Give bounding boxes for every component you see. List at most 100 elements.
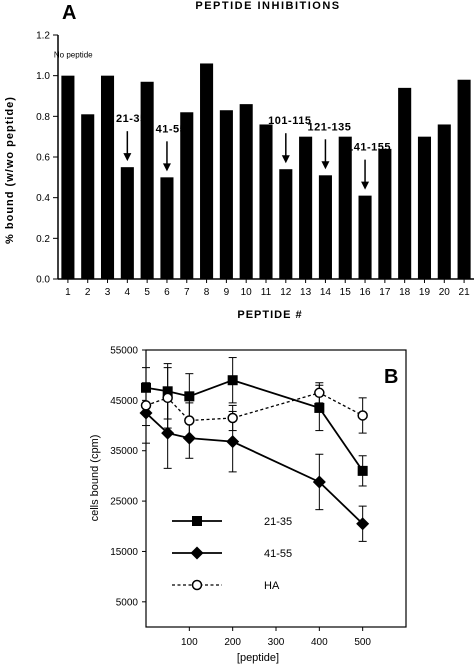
a-y-tick-label: 0.2 [36, 234, 50, 245]
a-bar [100, 75, 115, 280]
b-point [226, 435, 240, 449]
panel-b-legend: 21-35 41-55 HA [172, 516, 292, 592]
a-y-tick-label: 1.0 [36, 71, 50, 82]
a-x-tick-label: 14 [320, 287, 332, 298]
a-bar [219, 110, 233, 279]
a-x-tick-label: 7 [184, 287, 190, 298]
a-bar [279, 169, 293, 279]
a-x-tick-label: 3 [105, 287, 111, 298]
a-x-tick-label: 13 [300, 287, 312, 298]
b-series-0 [141, 357, 368, 487]
b-legend-label: 21-35 [264, 516, 292, 528]
panel-b-axes: 5000 15000 25000 35000 45000 55000 100 200 300 40… [110, 346, 407, 648]
panel-b: B 5000 15000 25000 35000 45000 55000 100 200 300… [89, 346, 407, 664]
panel-a-bars [61, 63, 471, 280]
b-x-tick-label: 100 [181, 637, 198, 648]
a-bar [120, 167, 134, 279]
a-bar [437, 124, 451, 279]
a-annotation-arrow-head [321, 161, 330, 170]
b-point [357, 465, 368, 476]
b-series-1 [139, 382, 370, 542]
a-annotation-label: 21-35 [116, 113, 147, 125]
a-bar [457, 79, 471, 279]
a-x-tick-label: 10 [241, 287, 253, 298]
b-point [357, 410, 368, 421]
b-legend-marker [191, 579, 203, 591]
a-bar [239, 104, 253, 279]
panel-a-x-axis-label: PEPTIDE # [237, 309, 302, 321]
b-series-line [145, 379, 364, 472]
b-point [227, 375, 238, 386]
b-x-tick-label: 500 [354, 637, 371, 648]
a-x-tick-label: 2 [85, 287, 91, 298]
a-y-tick-label: 1.2 [36, 31, 50, 42]
b-y-tick-label: 25000 [110, 497, 138, 508]
a-bar [358, 195, 372, 279]
panel-a-title: PEPTIDE INHIBITIONS [195, 0, 340, 12]
a-x-tick-label: 15 [340, 287, 352, 298]
a-x-tick-label: 9 [224, 287, 230, 298]
b-y-tick-label: 5000 [116, 597, 139, 608]
a-annotation-arrow-head [123, 153, 132, 162]
a-x-tick-label: 16 [359, 287, 371, 298]
a-x-tick-label: 17 [379, 287, 391, 298]
a-bar [259, 124, 273, 279]
b-point [162, 392, 173, 404]
panel-b-letter: B [384, 366, 398, 388]
b-legend-label: 41-55 [264, 548, 292, 560]
a-bar [318, 175, 332, 279]
a-y-tick-label: 0.6 [36, 153, 50, 164]
b-point [140, 400, 152, 411]
b-point [356, 517, 370, 531]
a-annotation-arrow-head [281, 155, 290, 164]
a-x-tick-label: 20 [439, 287, 451, 298]
a-x-tick-label: 19 [419, 287, 431, 298]
a-bar [81, 114, 95, 279]
b-point [312, 475, 326, 489]
b-y-tick-label: 45000 [110, 396, 138, 407]
panel-b-y-axis-label: cells bound (cpm) [89, 435, 101, 522]
b-point [161, 426, 175, 440]
a-x-tick-label: 4 [125, 287, 131, 298]
a-bar [378, 148, 392, 279]
b-series-line [145, 412, 364, 525]
a-x-tick-label: 12 [280, 287, 292, 298]
a-annotation-arrow-head [162, 163, 171, 172]
b-point [314, 402, 325, 413]
b-x-tick-label: 400 [311, 637, 328, 648]
b-point [314, 387, 325, 399]
b-point [184, 415, 195, 426]
a-annotation-arrow-head [361, 181, 370, 190]
a-annotation-label: 41-55 [156, 123, 187, 135]
a-x-tick-label: 1 [65, 287, 71, 298]
panel-a-y-axis-label: % bound (w/wo peptide) [4, 96, 16, 244]
a-x-tick-label: 5 [144, 287, 150, 298]
a-bar [140, 81, 154, 280]
panel-b-x-axis-label: [peptide] [237, 652, 279, 664]
a-y-tick-label: 0.8 [36, 112, 50, 123]
a-x-tick-label: 18 [399, 287, 411, 298]
a-bar [160, 177, 174, 279]
b-y-tick-label: 55000 [110, 346, 138, 357]
b-legend-label: HA [264, 580, 280, 592]
a-annotation-no-peptide: No peptide [54, 51, 93, 60]
a-x-tick-label: 8 [204, 287, 210, 298]
panel-a: A PEPTIDE INHIBITIONS 0.0 0.2 0.4 0.6 0.8 1.0… [4, 0, 474, 321]
a-bar [299, 136, 313, 279]
a-annotation-label: 121-135 [307, 121, 351, 133]
a-y-tick-label: 0.4 [36, 193, 50, 204]
b-legend-marker [192, 516, 202, 526]
b-x-tick-label: 200 [224, 637, 241, 648]
b-point [227, 412, 238, 424]
a-x-tick-label: 21 [459, 287, 471, 298]
b-point [184, 391, 195, 402]
b-series-2 [140, 367, 368, 439]
a-bar [200, 63, 214, 279]
b-x-tick-label: 300 [268, 637, 285, 648]
b-legend-marker [190, 546, 204, 560]
b-series-line [145, 392, 363, 422]
b-y-tick-label: 15000 [110, 547, 138, 558]
a-annotation-label: 101-115 [268, 115, 311, 127]
a-x-tick-label: 11 [261, 287, 272, 298]
